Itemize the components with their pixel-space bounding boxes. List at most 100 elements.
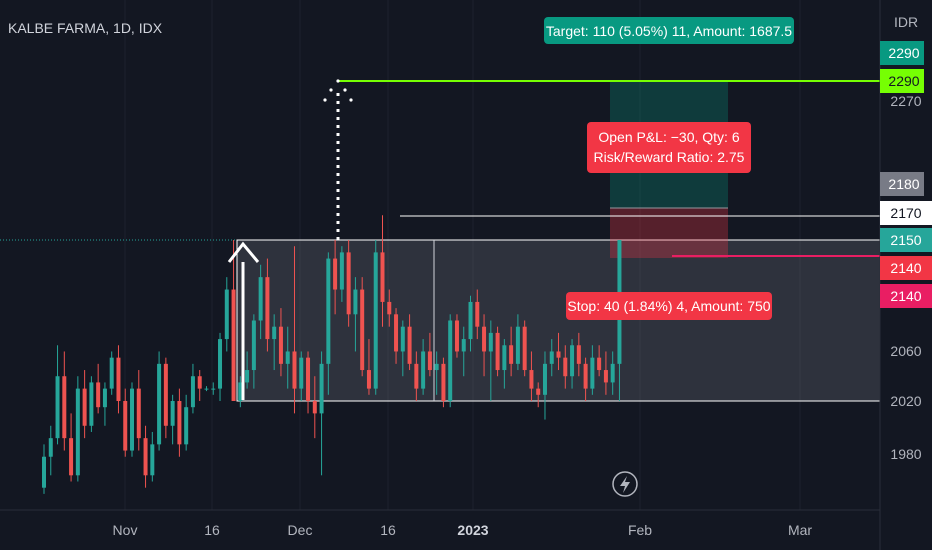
candle-body [394,314,399,352]
grid [124,0,801,510]
candle-body [299,357,304,389]
candle-body [590,357,595,389]
candle-body [387,301,392,315]
currency-label: IDR [894,14,918,30]
candle-body [48,438,53,457]
candle-body [441,363,446,401]
price-tag-box-high: 2170 [880,201,932,225]
time-tick: Dec [288,522,313,538]
symbol-title[interactable]: KALBE FARMA, 1D, IDX [8,20,163,36]
candle-body [603,370,608,383]
candle-body [522,326,527,371]
candle-body [529,370,534,389]
svg-text:2140: 2140 [890,260,921,276]
lightning-icon[interactable] [612,471,638,497]
candle-body [536,388,541,395]
candle-body [116,357,121,401]
candle-body [434,363,439,371]
candles [42,215,622,494]
candle-body [427,351,432,371]
stop-label-box[interactable]: Stop: 40 (1.84%) 4, Amount: 750 [566,292,772,320]
price-tick: 2060 [890,343,921,359]
candle-body [556,351,561,358]
candle-body [224,289,229,340]
price-axis[interactable]: IDR 2270 2060 2020 1980 2290 2290 2180 2… [879,0,932,550]
candle-body [251,320,256,371]
target-label-box[interactable]: Target: 110 (5.05%) 11, Amount: 1687.5 [544,17,794,44]
candle-body [353,289,358,315]
candle-body [570,345,575,377]
candle-body [258,277,263,321]
candle-body [170,401,175,426]
candle-body [245,370,250,383]
candle-body [576,345,581,364]
time-tick: 16 [380,522,396,538]
candle-body [380,252,385,302]
candle-body [150,444,155,476]
candle-body [468,301,473,340]
candle-body [346,252,351,315]
time-tick: Nov [113,522,138,538]
time-tick-year: 2023 [457,522,488,538]
candle-body [482,326,487,352]
candle-body [272,326,277,340]
candle-body [326,258,331,364]
candle-body [136,388,141,439]
candle-body [461,339,466,352]
breakout-arrow[interactable] [227,241,260,400]
candle-body [563,357,568,377]
candle-body [583,363,588,389]
pnl-label-line2: Risk/Reward Ratio: 2.75 [594,149,745,165]
projection-arrow[interactable] [323,79,353,240]
candle-body [366,370,371,389]
price-tick: 2270 [890,93,921,109]
candle-body [339,252,344,290]
candle-body [211,388,216,390]
candle-body [238,382,243,401]
candle-body [285,351,290,364]
candle-body [204,388,209,390]
candle-body [400,326,405,352]
candle-body [610,363,615,383]
svg-text:2140: 2140 [890,288,921,304]
time-tick: Feb [628,522,652,538]
candle-body [123,401,128,451]
candle-body [421,351,426,389]
time-tick: Mar [788,522,812,538]
candle-body [597,357,602,371]
price-tag-high: 2180 [880,172,924,196]
pnl-label-line1: Open P&L: −30, Qty: 6 [598,129,739,145]
candle-body [292,351,297,389]
price-tag-target-top: 2290 [880,41,924,65]
price-tick: 2020 [890,393,921,409]
svg-text:2290: 2290 [888,73,919,89]
candle-body [163,363,168,426]
stop-label: Stop: 40 (1.84%) 4, Amount: 750 [567,298,770,314]
candle-body [265,277,270,340]
svg-text:2180: 2180 [888,176,919,192]
target-label: Target: 110 (5.05%) 11, Amount: 1687.5 [546,23,792,39]
candle-body [218,339,223,389]
candle-body [62,376,67,439]
price-tick: 1980 [890,446,921,462]
price-tag-stop: 2140 [880,256,932,280]
range-box[interactable] [236,239,881,402]
candle-body [197,376,202,389]
candle-body [143,438,148,476]
candle-body [407,326,412,364]
candle-body [278,326,283,364]
candle-body [130,388,135,451]
candle-body [542,363,547,395]
time-axis[interactable]: Nov 16 Dec 16 2023 Feb Mar [0,509,880,538]
candle-body [454,320,459,352]
candle-body [96,382,101,408]
candle-body [549,351,554,364]
pnl-label-box[interactable]: Open P&L: −30, Qty: 6 Risk/Reward Ratio:… [587,122,751,173]
candle-body [333,258,338,290]
candle-body [448,320,453,401]
candle-body [515,326,520,364]
candle-body [509,345,514,364]
candle-body [102,388,107,408]
